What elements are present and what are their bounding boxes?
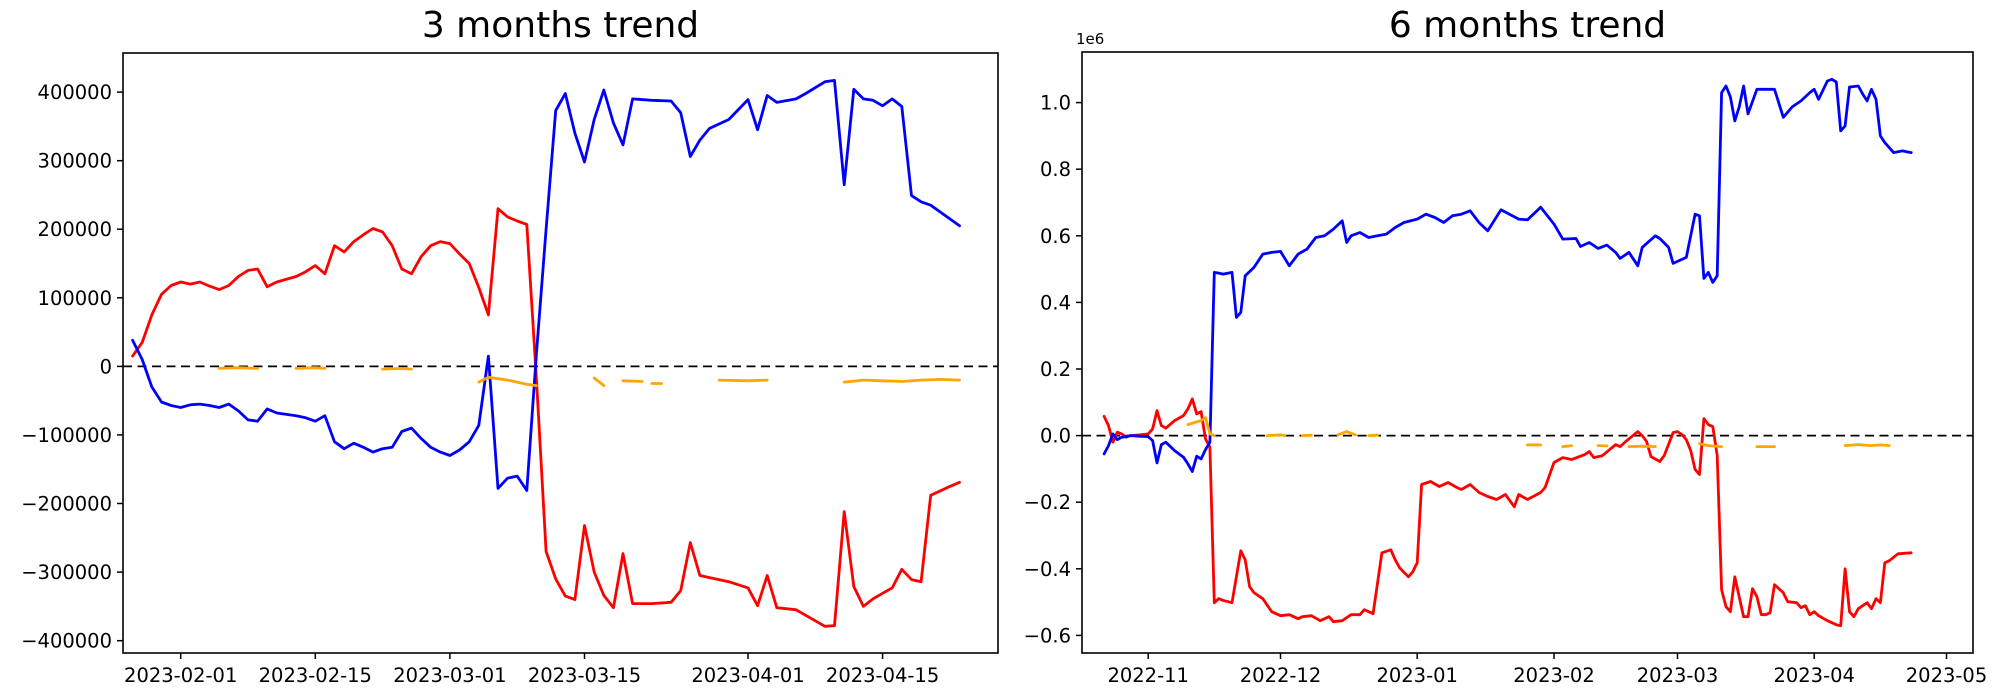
y-tick-label: 0.2 [1040,358,1071,381]
plot-frame [122,52,999,654]
six-months-orange-line [1561,444,1573,449]
three-months-orange-line [717,378,769,383]
y-tick-label: 0.8 [1040,158,1071,181]
six-months-orange-line [1336,430,1357,437]
x-tick-label: 2023-04-15 [826,664,939,687]
x-tick-label: 2023-02-15 [259,664,372,687]
y-tick-label: 0 [100,355,112,378]
chart-title-6-months: 6 months trend [1388,5,1667,46]
y-tick-label: −100000 [21,424,112,447]
y-tick-label: 200000 [38,218,112,241]
y-tick-label: 400000 [38,81,112,104]
three-months-orange-line [842,377,961,384]
three-months-orange-line [621,379,644,383]
x-tick-label: 2023-03 [1637,664,1718,687]
six-months-orange-line [1698,442,1723,449]
y-tick-label: −0.6 [1024,624,1071,647]
x-tick-label: 2023-04 [1773,664,1854,687]
three-months-orange-line [592,376,606,388]
x-tick-label: 2023-05 [1906,664,1987,687]
x-tick-label: 2023-01 [1376,664,1457,687]
y-tick-label: 0.4 [1040,291,1071,314]
y-tick-label: −400000 [21,630,112,653]
y-tick-label: 0.6 [1040,225,1071,248]
y-tick-label: 300000 [38,150,112,173]
x-tick-label: 2023-03-15 [528,664,641,687]
three-months-orange-line [381,366,413,371]
chart-title-3-months: 3 months trend [421,5,700,46]
chart-three-months: 2023-02-01 2023-02-15 2023-03-01 2023-03-15… [21,52,999,687]
y-tick-label: −300000 [21,561,112,584]
y-tick-label: 100000 [38,287,112,310]
x-tick-label: 2023-02-01 [124,664,237,687]
y-tick-label: −200000 [21,493,112,516]
y-tick-label: 0.0 [1040,425,1071,448]
three-months-red-line [131,207,961,628]
y-tick-label: 1.0 [1040,92,1071,115]
three-months-orange-line [294,366,327,370]
y-tick-label: −0.4 [1024,558,1071,581]
x-tick-label: 2022-11 [1107,664,1188,687]
plot-frame [1081,51,1974,654]
six-months-blue-line [1102,77,1913,473]
six-months-orange-line [1843,443,1891,448]
x-tick-label: 2023-02 [1513,664,1594,687]
x-tick-label: 2023-04-01 [691,664,804,687]
y-tick-label: −0.2 [1024,491,1071,514]
three-months-blue-line [131,79,961,492]
x-tick-label: 2022-12 [1240,664,1321,687]
chart-six-months: 2022-11 2022-12 2023-01 2023-02 2023-03 2023-… [1024,30,1988,687]
six-months-orange-line [1265,433,1287,438]
three-months-orange-line [217,366,260,370]
y-axis-offset-label: 1e6 [1076,30,1104,48]
six-months-orange-line [1186,416,1216,438]
x-tick-label: 2023-03-01 [393,664,506,687]
six-months-red-line [1102,397,1913,628]
three-months-orange-line [477,375,538,388]
